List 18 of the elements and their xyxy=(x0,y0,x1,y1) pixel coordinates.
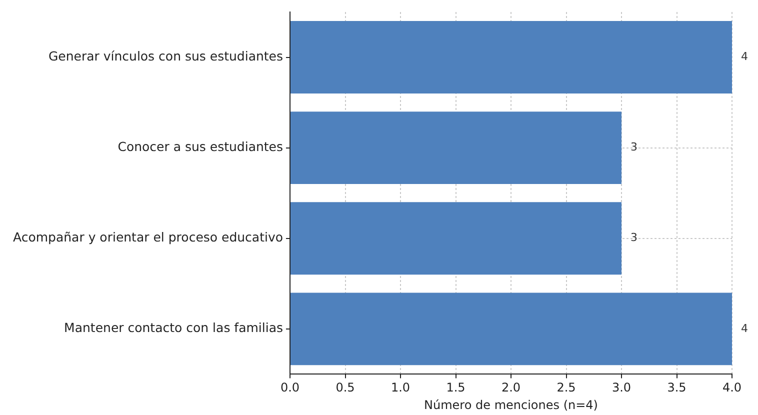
x-tick-label: 1.0 xyxy=(390,380,410,395)
x-tick-label: 2.0 xyxy=(501,380,521,395)
x-tick-label: 0.0 xyxy=(280,380,300,395)
x-tick-label: 0.5 xyxy=(336,380,355,395)
data-label: 3 xyxy=(630,231,638,244)
x-tick-label: 2.5 xyxy=(556,380,576,395)
data-label: 4 xyxy=(741,322,748,335)
y-tick-label: Mantener contacto con las familias xyxy=(64,320,284,336)
y-tick-label: Generar vínculos con sus estudiantes xyxy=(48,48,284,64)
data-label: 3 xyxy=(630,140,638,154)
x-tick-label: 1.5 xyxy=(446,380,466,395)
y-tick-label: Acompañar y orientar el proceso educativo xyxy=(13,230,284,245)
data-label: 4 xyxy=(741,50,748,64)
x-axis-title: Número de menciones (n=4) xyxy=(424,398,598,412)
x-tick-label: 4.0 xyxy=(722,380,742,395)
x-tick-label: 3.5 xyxy=(667,380,686,395)
y-tick-label: Conocer a sus estudiantes xyxy=(118,139,284,154)
x-tick-label: 3.0 xyxy=(612,380,632,395)
